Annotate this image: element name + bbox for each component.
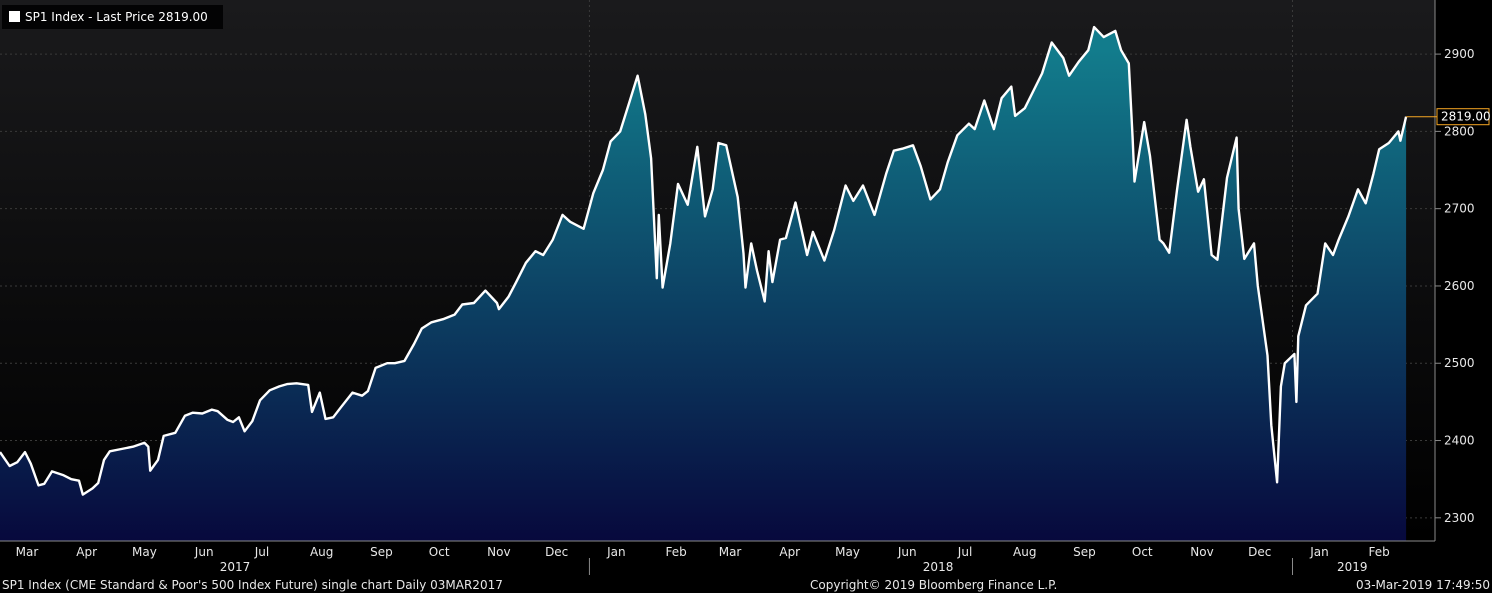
x-tick-label-month: Feb xyxy=(665,545,686,559)
x-tick-label-month: Sep xyxy=(370,545,393,559)
y-tick-label: 2900 xyxy=(1444,47,1475,61)
x-tick-label-month: Aug xyxy=(310,545,333,559)
x-tick-label-month: Apr xyxy=(76,545,97,559)
footer-left: SP1 Index (CME Standard & Poor's 500 Ind… xyxy=(2,578,503,592)
y-tick-label: 2300 xyxy=(1444,511,1475,525)
x-tick-label-month: Jan xyxy=(1309,545,1329,559)
x-tick-label-month: Nov xyxy=(1190,545,1213,559)
x-tick-label-year: 2018 xyxy=(923,560,954,574)
x-tick-label-month: Jan xyxy=(606,545,626,559)
x-tick-label-month: Feb xyxy=(1369,545,1390,559)
y-tick-label: 2500 xyxy=(1444,356,1475,370)
x-tick-label-month: May xyxy=(132,545,157,559)
x-tick-label-month: Oct xyxy=(1132,545,1153,559)
x-tick-label-month: May xyxy=(835,545,860,559)
x-tick-label-month: Dec xyxy=(545,545,568,559)
x-tick-label-month: Aug xyxy=(1013,545,1036,559)
x-tick-label-month: Jul xyxy=(957,545,972,559)
legend-background xyxy=(2,5,223,29)
legend: SP1 Index - Last Price 2819.00 xyxy=(2,5,223,29)
last-price-box xyxy=(1436,108,1490,126)
x-tick-label-month: Mar xyxy=(719,545,742,559)
y-tick-label: 2700 xyxy=(1444,202,1475,216)
price-area-fill xyxy=(0,27,1407,542)
x-tick-label-month: Oct xyxy=(429,545,450,559)
footer-center: Copyright© 2019 Bloomberg Finance L.P. xyxy=(810,578,1057,592)
footer-right: 03-Mar-2019 17:49:50 xyxy=(1356,578,1490,592)
x-tick-label-month: Sep xyxy=(1073,545,1096,559)
y-tick-label: 2600 xyxy=(1444,279,1475,293)
x-axis-ticks: Mar Apr May Jun Jul Aug Sep Oct Nov Dec Jan Feb Mar A… xyxy=(16,545,1390,575)
x-tick-label-month: Nov xyxy=(487,545,510,559)
x-tick-label-month: Dec xyxy=(1248,545,1271,559)
x-tick-label-month: Mar xyxy=(16,545,39,559)
price-line xyxy=(0,25,1408,496)
x-tick-label-month: Jun xyxy=(897,545,917,559)
y-tick-label: 2400 xyxy=(1444,434,1475,448)
last-price-label: 2819.00 xyxy=(1441,110,1491,124)
y-tick-label: 2800 xyxy=(1444,124,1475,138)
y-axis-ticks: 2300 2400 2500 2600 2700 2800 2900 xyxy=(1435,47,1475,525)
last-price-marker: 2819.00 xyxy=(1406,108,1491,126)
x-tick-label-month: Apr xyxy=(779,545,800,559)
legend-swatch xyxy=(9,11,20,22)
x-tick-label-year: 2019 xyxy=(1337,560,1368,574)
x-tick-label-month: Jul xyxy=(254,545,269,559)
legend-label: SP1 Index - Last Price 2819.00 xyxy=(25,10,208,24)
x-tick-label-month: Jun xyxy=(194,545,214,559)
x-tick-label-year: 2017 xyxy=(220,560,251,574)
